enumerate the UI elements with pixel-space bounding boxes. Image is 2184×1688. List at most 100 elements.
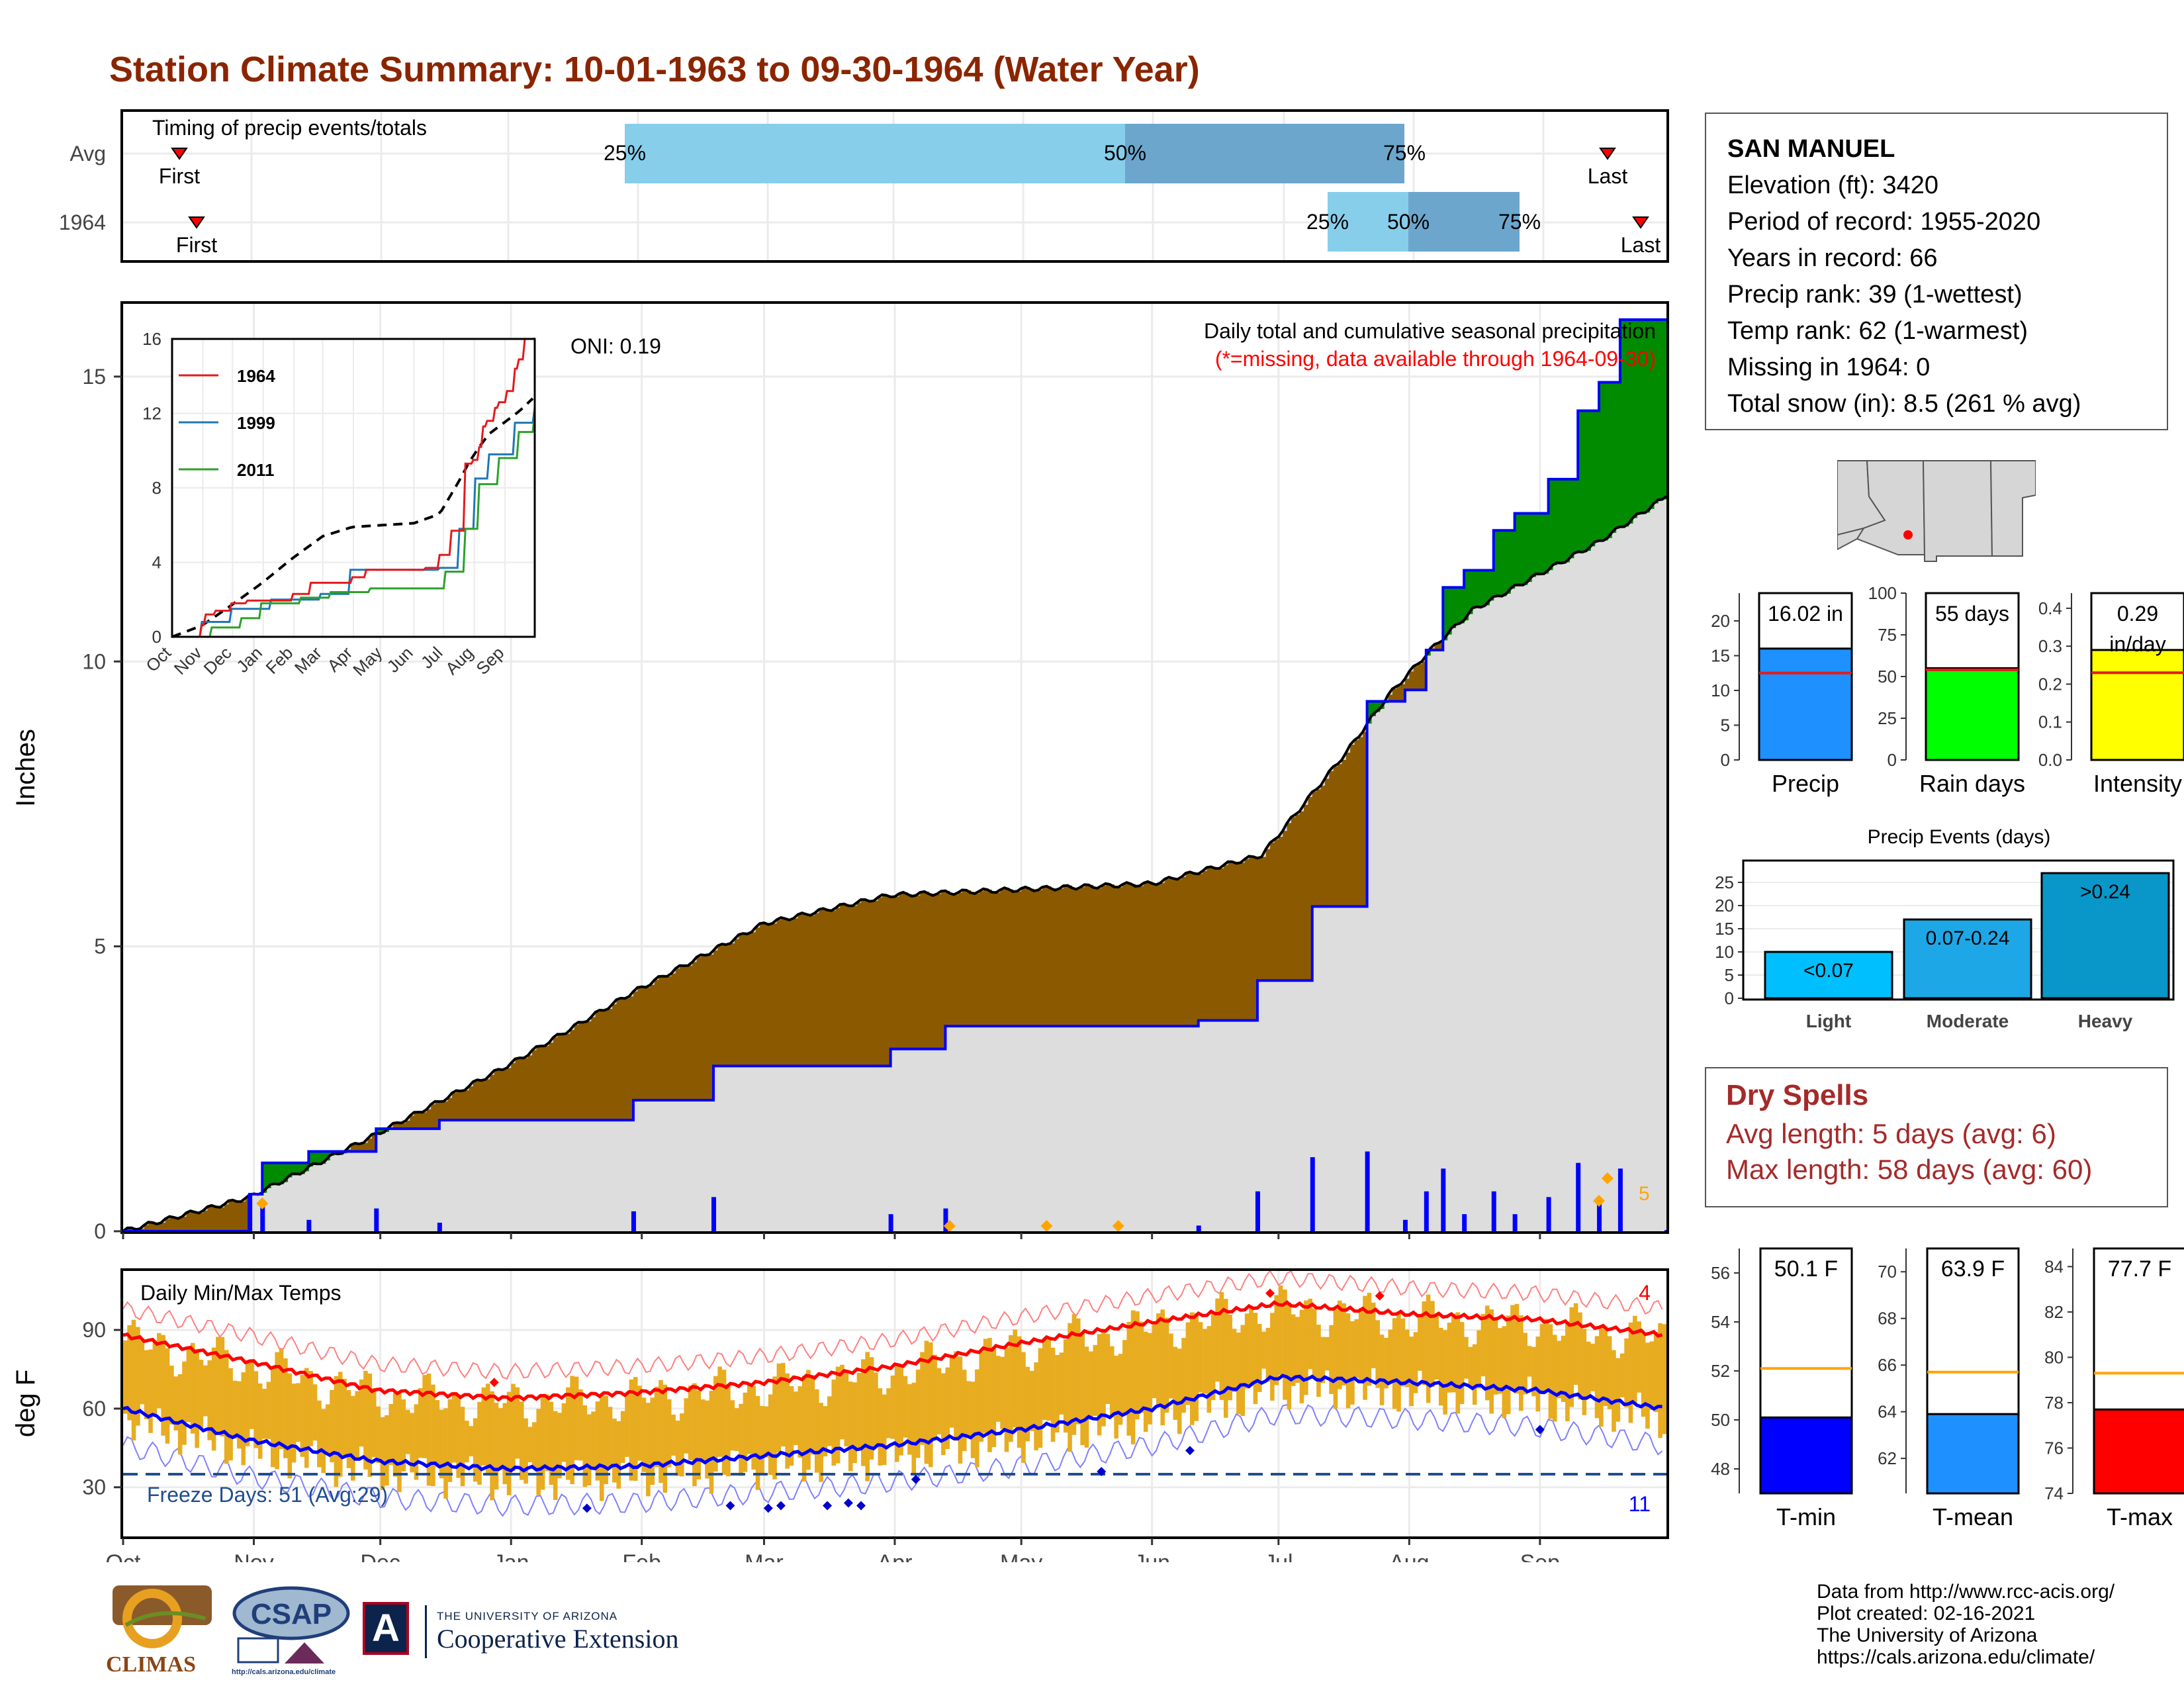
daily-temp-bar [473,1418,478,1482]
record-low-marker [1097,1466,1107,1476]
daily-temp-bar [1594,1336,1600,1419]
daily-temp-bar [498,1408,503,1470]
daily-precip-bar [306,1219,312,1231]
month-label: Feb [622,1550,661,1562]
daily-temp-bars [123,1285,1667,1501]
daily-temp-bar [1612,1350,1616,1432]
daily-temp-bar [1080,1333,1085,1446]
daily-temp-bar [131,1319,136,1440]
avg-first-label: First [159,164,200,188]
daily-precip-bar [1441,1168,1446,1231]
event-bar-label: <0.07 [1803,960,1854,982]
station-years: Years in record: 66 [1727,244,1938,272]
daily-temp-bar [949,1356,954,1428]
event-bar-label: 0.07-0.24 [1926,927,2010,949]
summary-category-label: T-min [1776,1503,1836,1530]
daily-temp-bar [1358,1307,1363,1382]
daily-temp-bar [1645,1342,1650,1429]
daily-temp-bar [144,1350,149,1419]
daily-temp-bar [848,1381,853,1472]
daily-temp-bar [182,1361,187,1445]
events-ytick: 10 [1715,942,1734,962]
ua-bottom-text: Cooperative Extension [437,1624,679,1654]
daily-temp-bar [557,1413,562,1479]
daily-temp-bar [308,1370,313,1446]
daily-temp-bar [532,1422,537,1469]
daily-temp-bar [945,1367,950,1450]
daily-precip-bar [1512,1214,1518,1231]
daily-temp-bar [1244,1313,1250,1389]
daily-record-marker [943,1220,956,1232]
daily-record-marker [256,1197,269,1209]
daily-temp-bar [1177,1348,1182,1434]
temp-title: Daily Min/Max Temps [140,1281,341,1305]
temp-ytick-label: 90 [82,1318,106,1342]
daily-temp-bar [443,1408,448,1499]
daily-temp-bar [1316,1325,1321,1397]
record-low-marker [911,1474,921,1484]
daily-temp-bar [646,1403,651,1497]
summary-ytick: 68 [1878,1309,1897,1329]
precip-subtitle: Daily total and cumulative seasonal prec… [1204,319,1656,343]
yr-p25: 25% [1306,210,1349,234]
daily-temp-bar [620,1411,625,1463]
daily-temp-bar [216,1336,220,1432]
intensity-bar [2090,649,2184,761]
daily-temp-bar [1502,1326,1507,1419]
daily-temp-bar [1498,1328,1502,1394]
daily-temp-bar [1109,1346,1115,1418]
inset-legend-2011: 2011 [237,460,274,480]
daily-temp-bar [1253,1313,1258,1405]
record-high-count: 4 [1639,1281,1651,1305]
record-low-marker [1535,1425,1545,1434]
daily-temp-bar [1624,1338,1629,1408]
summary-ytick: 0 [1721,750,1730,770]
daily-temp-bar [1485,1305,1490,1401]
daily-temp-bar [1531,1346,1536,1397]
daily-temp-bar [991,1346,997,1448]
summary-category-label: Rain days [1919,770,2025,797]
event-bar-light [1764,951,1893,1000]
daily-temp-bar [388,1404,394,1466]
daily-temp-bar [1590,1343,1595,1391]
precip-events-chart: Precip Events (days) 0 5 10 15 20 25 <0.07 Light… [1715,826,2175,1031]
ua-text: THE UNIVERSITY OF ARIZONA Cooperative Ex… [437,1610,678,1654]
summary-ytick: 74 [2044,1483,2064,1503]
daily-temp-bar [1270,1313,1275,1401]
daily-record-marker [1593,1195,1606,1207]
daily-temp-bar [641,1397,647,1472]
daily-temp-bar [376,1406,381,1464]
daily-temp-bar [1388,1329,1393,1384]
timing-row-year: 1964 [59,211,106,234]
summary-ytick: 75 [1878,625,1897,645]
daily-temp-bar [713,1376,718,1472]
daily-temp-bar [1633,1315,1637,1405]
daily-temp-bar [1017,1336,1022,1448]
daily-temp-bar [903,1376,908,1438]
daily-temp-bar [1097,1334,1102,1436]
month-label: Oct [106,1550,141,1562]
daily-temp-bar [527,1427,533,1462]
daily-precip-bar [631,1211,636,1231]
daily-temp-bar [152,1340,158,1414]
daily-temp-bar [1114,1355,1118,1439]
precip-ytick-label: 15 [82,365,106,389]
daily-temp-bar [439,1409,444,1479]
daily-temp-bar [1561,1335,1566,1402]
record-low-count: 11 [1629,1492,1651,1516]
daily-temp-bar [574,1376,579,1460]
summary-category-label: Intensity [2093,770,2182,797]
daily-temp-bar [582,1405,588,1487]
daily-temp-bar [705,1400,709,1479]
daily-temp-bar [958,1356,963,1464]
daily-temp-bar [465,1421,469,1463]
daily-temp-bar [928,1342,933,1468]
daily-temp-bar [810,1375,815,1455]
daily-temp-bar [1059,1352,1064,1415]
daily-temp-bar [477,1401,482,1485]
avg-p75: 75% [1383,141,1426,165]
daily-temp-bar [1308,1298,1313,1370]
inset-1964-line [172,337,535,638]
daily-temp-bar [1223,1299,1228,1418]
daily-temp-bar [330,1389,334,1463]
